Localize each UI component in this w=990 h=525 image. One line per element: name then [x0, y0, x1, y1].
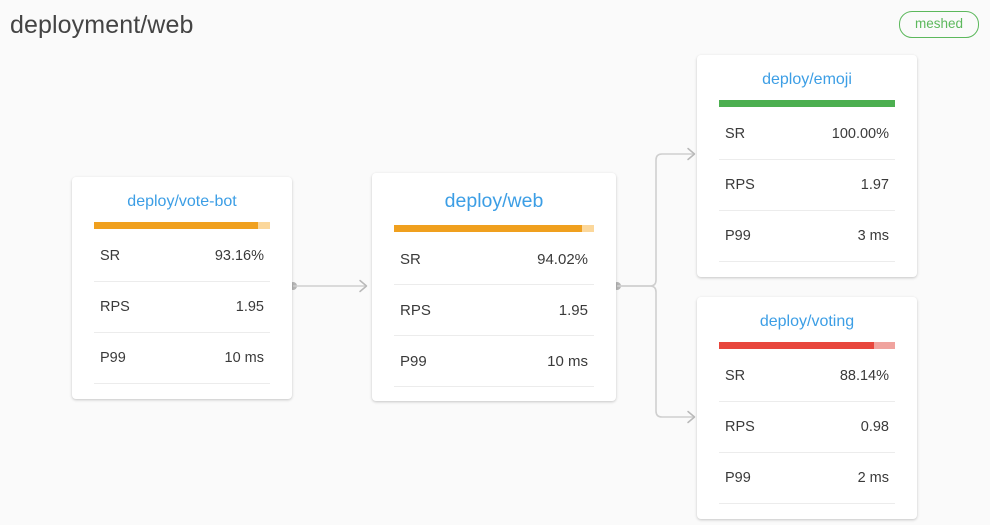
metric-row: SR 93.16% — [94, 231, 270, 282]
edge-web-to-voting — [617, 285, 696, 424]
node-metrics: SR 94.02% RPS 1.95 P99 10 ms — [394, 232, 594, 387]
metric-value-rps: 1.95 — [235, 299, 264, 315]
metric-value-p99: 10 ms — [224, 350, 265, 366]
success-rate-bar-fill — [94, 222, 258, 229]
node-title: deploy/voting — [759, 313, 855, 330]
node-card-web[interactable]: deploy/web SR 94.02% RPS 1.95 P99 10 ms — [372, 173, 616, 401]
edge-vote-bot-to-web — [289, 279, 368, 293]
metric-label-p99: P99 — [100, 350, 126, 366]
metric-label-sr: SR — [725, 126, 746, 142]
metric-value-rps: 1.95 — [558, 301, 588, 319]
metric-row: SR 94.02% — [394, 234, 594, 285]
metric-row: P99 2 ms — [719, 453, 895, 504]
success-rate-bar — [94, 222, 270, 229]
metric-value-p99: 2 ms — [857, 470, 889, 486]
node-card-vote-bot[interactable]: deploy/vote-bot SR 93.16% RPS 1.95 P99 1… — [72, 177, 292, 399]
metric-row: RPS 0.98 — [719, 402, 895, 453]
metric-row: P99 10 ms — [394, 336, 594, 387]
success-rate-bar — [394, 225, 594, 232]
success-rate-bar-remainder — [874, 342, 895, 349]
success-rate-bar-fill — [394, 225, 583, 232]
metric-label-rps: RPS — [725, 177, 755, 193]
node-card-emoji[interactable]: deploy/emoji SR 100.00% RPS 1.97 P99 3 m… — [697, 55, 917, 277]
metric-row: RPS 1.95 — [394, 285, 594, 336]
success-rate-bar-remainder — [257, 222, 270, 229]
metric-value-sr: 100.00% — [831, 126, 889, 142]
node-title: deploy/web — [444, 190, 544, 212]
node-title: deploy/vote-bot — [127, 193, 237, 210]
success-rate-bar — [719, 342, 895, 349]
metric-value-p99: 3 ms — [857, 228, 889, 244]
success-rate-bar — [719, 100, 895, 107]
success-rate-bar-fill — [719, 342, 875, 349]
metric-value-sr: 88.14% — [839, 368, 889, 384]
metric-label-rps: RPS — [725, 419, 755, 435]
metric-value-sr: 94.02% — [537, 250, 588, 268]
node-card-voting[interactable]: deploy/voting SR 88.14% RPS 0.98 P99 2 m… — [697, 297, 917, 519]
metric-label-p99: P99 — [725, 470, 751, 486]
metric-row: P99 10 ms — [94, 333, 270, 384]
metric-row: P99 3 ms — [719, 211, 895, 262]
metric-label-sr: SR — [100, 248, 121, 264]
metric-label-p99: P99 — [400, 352, 427, 370]
metric-row: RPS 1.97 — [719, 160, 895, 211]
status-badge-meshed: meshed — [898, 11, 979, 38]
metric-label-rps: RPS — [100, 299, 130, 315]
node-metrics: SR 88.14% RPS 0.98 P99 2 ms — [719, 349, 895, 504]
node-title: deploy/emoji — [762, 71, 852, 88]
metric-row: SR 88.14% — [719, 351, 895, 402]
metric-label-sr: SR — [725, 368, 746, 384]
node-metrics: SR 100.00% RPS 1.97 P99 3 ms — [719, 107, 895, 262]
node-metrics: SR 93.16% RPS 1.95 P99 10 ms — [94, 229, 270, 384]
edge-web-to-emoji — [613, 147, 696, 290]
page-title: deployment/web — [10, 11, 194, 39]
metric-label-sr: SR — [400, 250, 421, 268]
metric-value-rps: 1.97 — [860, 177, 889, 193]
metric-value-p99: 10 ms — [547, 352, 588, 370]
metric-value-sr: 93.16% — [214, 248, 264, 264]
metric-value-rps: 0.98 — [860, 419, 889, 435]
metric-label-p99: P99 — [725, 228, 751, 244]
metric-label-rps: RPS — [400, 301, 431, 319]
metric-row: RPS 1.95 — [94, 282, 270, 333]
success-rate-bar-remainder — [582, 225, 594, 232]
success-rate-bar-fill — [719, 100, 895, 107]
metric-row: SR 100.00% — [719, 109, 895, 160]
